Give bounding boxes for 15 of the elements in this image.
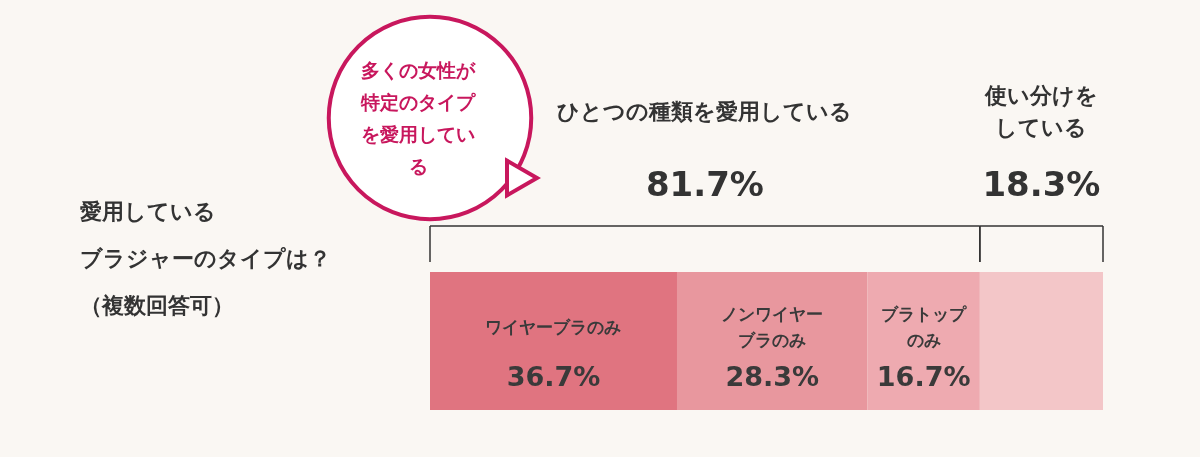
bar (676, 272, 868, 410)
text: 愛用しているブラジャーのタイプは？（複数回答可） (80, 199, 331, 318)
text: 81.7% (645, 164, 764, 204)
series-label: ノンワイヤーブラのみ (721, 304, 824, 350)
data-label: 28.3% (725, 361, 820, 392)
series-label: ブラトップのみ (881, 304, 968, 350)
bar (979, 272, 1103, 410)
text: 使い分けをしている (983, 83, 1098, 140)
bar (430, 272, 677, 410)
data-label: 36.7% (506, 361, 601, 392)
bar (867, 272, 980, 410)
series-label: ワイヤーブラのみ (485, 317, 622, 337)
text: 18.3% (982, 164, 1101, 204)
text: ひとつの種類を愛用している (557, 99, 853, 124)
data-label: 16.7% (876, 361, 971, 392)
